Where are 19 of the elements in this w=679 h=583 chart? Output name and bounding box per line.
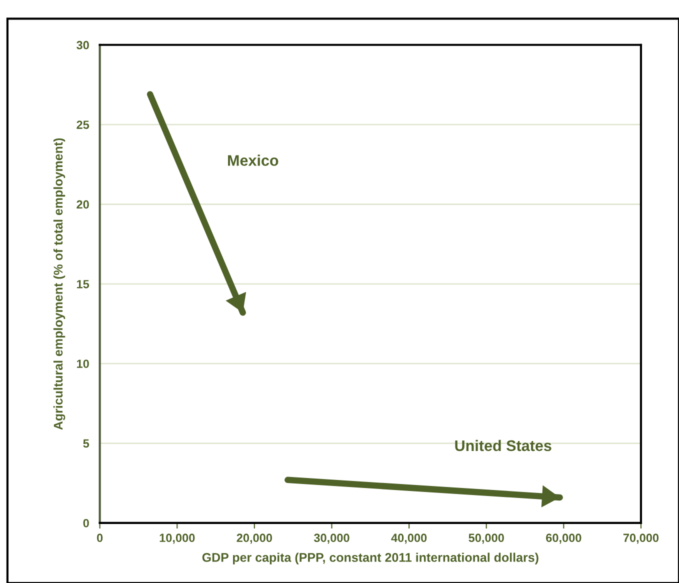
- y-axis-title: Agricultural employment (% of total employment): [53, 138, 66, 430]
- y-tick-label: 25: [76, 120, 90, 129]
- text: Mexico: [228, 154, 278, 166]
- y-tick-label: 30: [76, 40, 89, 50]
- x-tick-label: 30,000: [314, 534, 350, 544]
- x-axis-title: GDP per capita (PPP, constant 2011 international dollars): [202, 552, 538, 564]
- text: United States: [455, 440, 552, 452]
- y-tick-label: 10: [77, 360, 89, 368]
- x-tick-label: 60,000: [546, 534, 582, 544]
- y-tick-label: 5: [83, 439, 90, 448]
- x-tick-label: 10,000: [160, 534, 195, 544]
- x-tick-label: 0: [96, 534, 103, 542]
- x-tick-label: 40,000: [391, 534, 427, 544]
- y-tick-label: 15: [77, 280, 90, 288]
- x-tick-label: 50,000: [468, 534, 504, 544]
- y-tick-label: 20: [76, 200, 89, 209]
- x-tick-label: 70,000: [623, 534, 659, 544]
- x-tick-label: 20,000: [236, 534, 272, 544]
- y-tick-label: 0: [83, 518, 89, 528]
